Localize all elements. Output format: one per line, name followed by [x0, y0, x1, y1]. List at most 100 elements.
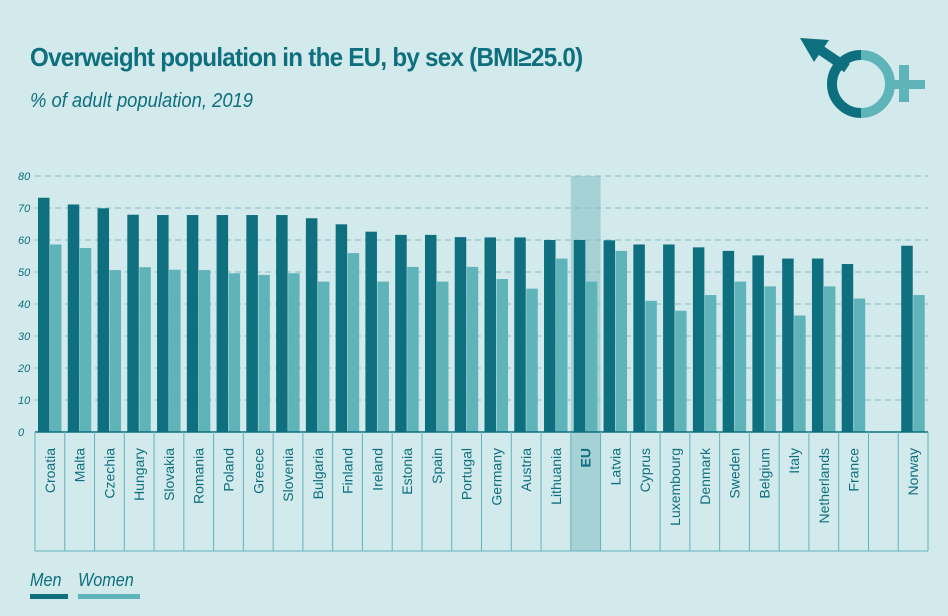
bar-men-spain	[424, 234, 437, 432]
bar-women-cyprus	[645, 300, 657, 432]
y-tick-label: 50	[18, 267, 31, 279]
bar-men-ireland	[365, 231, 377, 432]
bar-women-slovakia	[169, 269, 181, 432]
bar-women-norway	[913, 295, 925, 432]
bar-chart: 0 10 20 30 40 50 60 70 80 Croatia Malta Czechia Hung…	[17, 171, 929, 552]
bar-men-norway	[901, 245, 913, 432]
category-label-croatia: Croatia	[42, 448, 58, 493]
bar-women-latvia	[615, 250, 628, 432]
category-label-romania: Romania	[191, 448, 207, 504]
bar-men-poland	[216, 215, 229, 432]
bar-women-eu	[585, 281, 598, 432]
bar-women-sweden	[734, 281, 747, 432]
bar-women-estonia	[407, 266, 419, 432]
y-tick-label: 80	[18, 171, 31, 183]
y-tick-label: 70	[18, 203, 31, 215]
bar-women-poland	[228, 273, 241, 432]
legend-swatch-men	[30, 594, 68, 599]
y-tick-label: 60	[18, 235, 31, 247]
bar-women-netherlands	[823, 286, 836, 432]
chart-title: Overweight population in the EU, by sex …	[30, 42, 583, 72]
bar-men-hungary	[127, 214, 139, 432]
bar-women-belgium	[764, 286, 776, 432]
bar-men-belgium	[752, 255, 764, 432]
category-label-malta: Malta	[72, 448, 88, 482]
bar-women-germany	[496, 279, 508, 432]
category-label-austria: Austria	[518, 448, 534, 492]
bar-men-slovenia	[276, 215, 288, 432]
category-label-slovenia: Slovenia	[280, 448, 296, 502]
category-label-cyprus: Cyprus	[637, 448, 653, 492]
bar-men-denmark	[692, 247, 705, 432]
bar-men-eu	[573, 240, 586, 432]
category-label-france: France	[846, 448, 862, 492]
bar-men-cyprus	[633, 244, 645, 432]
bar-men-austria	[514, 237, 526, 432]
category-label-denmark: Denmark	[697, 447, 713, 505]
category-label-czechia: Czechia	[101, 448, 117, 499]
category-label-italy: Italy	[786, 448, 802, 474]
category-label-norway: Norway	[905, 448, 921, 495]
bar-women-austria	[526, 288, 538, 432]
bar-men-romania	[186, 215, 199, 432]
chart-subtitle: % of adult population, 2019	[30, 90, 254, 112]
y-tick-label: 30	[18, 331, 31, 343]
bar-women-ireland	[377, 281, 389, 432]
category-label-slovakia: Slovakia	[161, 448, 177, 501]
category-label-latvia: Latvia	[607, 448, 623, 486]
category-label-spain: Spain	[429, 448, 445, 484]
legend-label-men: Men	[30, 570, 62, 590]
category-label-bulgaria: Bulgaria	[310, 448, 326, 500]
category-label-luxembourg: Luxembourg	[667, 448, 683, 526]
category-label-greece: Greece	[250, 448, 266, 494]
bar-women-lithuania	[556, 258, 568, 432]
bar-women-czechia	[109, 270, 122, 432]
category-label-finland: Finland	[340, 448, 356, 494]
category-label-poland: Poland	[220, 448, 236, 492]
bar-women-malta	[79, 248, 92, 432]
male-female-symbol-icon	[800, 38, 925, 118]
bar-women-hungary	[139, 267, 151, 432]
bar-men-slovakia	[157, 215, 169, 432]
bar-men-italy	[782, 258, 794, 432]
bar-women-luxembourg	[675, 310, 687, 432]
legend-item-men: Men	[30, 570, 68, 599]
bar-men-estonia	[395, 234, 407, 432]
category-label-portugal: Portugal	[459, 448, 475, 500]
bar-women-italy	[794, 315, 806, 432]
category-label-belgium: Belgium	[756, 448, 772, 499]
bar-men-luxembourg	[663, 244, 675, 432]
bar-men-netherlands	[811, 258, 824, 432]
bar-women-bulgaria	[317, 281, 330, 432]
bar-men-finland	[335, 224, 348, 432]
bar-women-france	[853, 298, 866, 432]
bar-men-france	[841, 264, 854, 432]
y-tick-label: 20	[17, 363, 31, 375]
bar-men-lithuania	[544, 240, 556, 432]
y-tick-label: 40	[18, 299, 31, 311]
bar-men-greece	[246, 215, 258, 432]
bar-men-sweden	[722, 250, 735, 432]
bar-women-croatia	[50, 244, 62, 432]
legend-swatch-women	[78, 594, 140, 599]
category-label-estonia: Estonia	[399, 448, 415, 495]
bar-men-germany	[484, 237, 496, 432]
category-label-eu: EU	[578, 448, 594, 467]
bar-women-greece	[258, 274, 270, 432]
bar-women-romania	[198, 270, 211, 432]
y-tick-label: 0	[18, 427, 25, 439]
category-label-hungary: Hungary	[131, 448, 147, 501]
bar-women-portugal	[466, 266, 479, 432]
y-tick-label: 10	[18, 395, 31, 407]
bar-men-czechia	[97, 208, 110, 432]
bar-men-latvia	[603, 240, 616, 432]
legend-item-women: Women	[78, 570, 140, 599]
bar-women-slovenia	[288, 273, 300, 432]
category-label-sweden: Sweden	[727, 448, 743, 499]
category-label-lithuania: Lithuania	[548, 448, 564, 505]
bar-women-spain	[436, 281, 449, 432]
bar-men-bulgaria	[305, 218, 318, 432]
category-label-ireland: Ireland	[369, 448, 385, 491]
bar-men-croatia	[38, 197, 50, 432]
bar-men-malta	[67, 204, 80, 432]
